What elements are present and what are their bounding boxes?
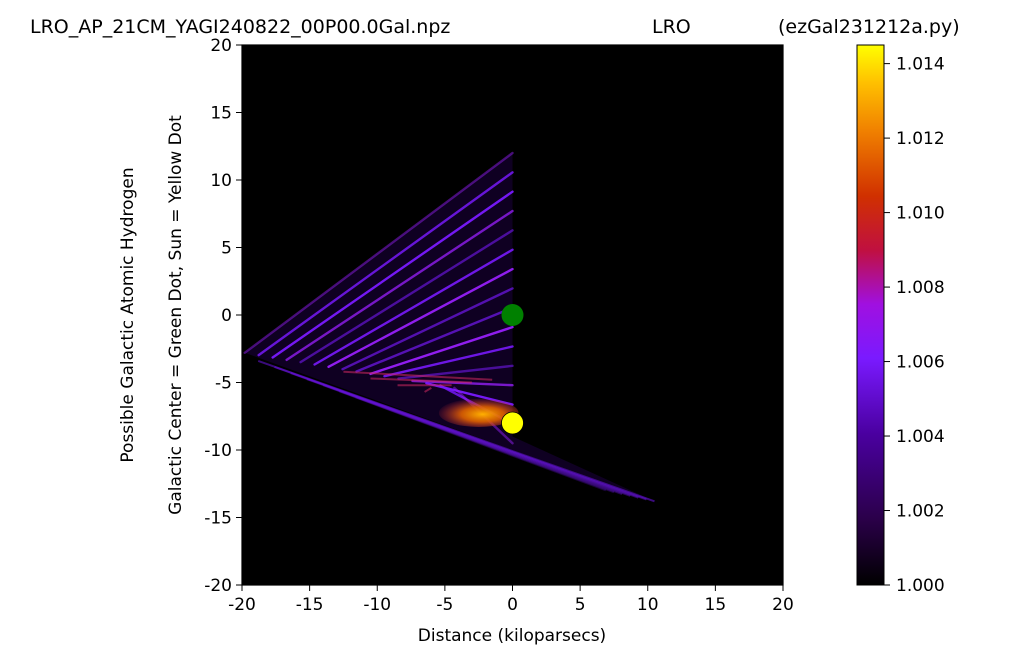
x-tick-label: 10 [637,595,659,615]
x-tick-label: 20 [772,595,794,615]
wedge-streak [369,325,514,376]
wedge-lower-streak [339,390,615,494]
x-tick-label: 5 [575,595,586,615]
colorbar-tick-label: 1.008 [896,278,945,298]
wedge-lower-streak [290,372,639,499]
y-tick-label: -10 [204,441,232,461]
y-tick-label: 20 [210,36,232,56]
y-axis-label-line1: Possible Galactic Atomic Hydrogen [118,167,138,462]
x-axis: -20 -15 -10 -5 0 5 10 15 20 [228,585,794,615]
y-tick-label: -15 [204,509,232,529]
galactic-center-dot [501,304,524,326]
title-station: LRO [652,16,691,38]
wedge-peak [438,398,519,427]
y-tick-label: 0 [221,306,232,326]
colorbar-tick-label: 1.000 [896,576,945,596]
wedge-streak [383,345,514,378]
wedge-glow [244,153,655,502]
wedge-streak [257,171,514,357]
y-axis: -20 -15 -10 -5 0 5 10 15 20 [204,36,242,596]
wedge-streak [271,190,514,359]
wedge-warm-streak [370,377,472,384]
x-tick-label: -15 [296,595,324,615]
y-tick-label: 10 [210,171,232,191]
x-tick-label: -20 [228,595,256,615]
wedge-streak [327,267,514,369]
x-tick-label: 15 [705,595,727,615]
colorbar-ticks: 1.000 1.002 1.004 1.006 1.008 1.010 1.012 1.014 [884,55,945,596]
colorbar-tick-label: 1.004 [896,427,945,447]
wedge-streak [355,306,514,373]
wedge-streak [243,151,514,354]
colorbar-tick-label: 1.002 [896,502,945,522]
y-axis-label-line2: Galactic Center = Green Dot, Sun = Yello… [166,115,186,515]
y-tick-label: -5 [215,374,232,394]
y-tick-label: -20 [204,576,232,596]
wedge-warm-streak [343,370,493,381]
sun-dot [501,411,524,435]
wedge-lower-streak [306,378,631,497]
wedge-lower-streak [274,366,647,501]
title-program: (ezGal231212a.py) [778,16,960,38]
wedge-warm-streak [424,387,432,393]
colorbar-tick-label: 1.006 [896,353,945,373]
emission-wedge [243,151,655,503]
colorbar [856,44,885,586]
markers-layer [501,304,524,435]
wedge-lower-streak [322,384,623,495]
wedge-streak [299,229,514,364]
y-tick-label: 15 [210,104,232,124]
colorbar-tick-label: 1.010 [896,204,945,224]
x-tick-label: -5 [436,595,453,615]
x-tick-label: -10 [363,595,391,615]
colorbar-tick-label: 1.014 [896,55,945,75]
wedge-streak [341,287,514,371]
wedge-streak [285,209,514,362]
x-tick-label: 0 [507,595,518,615]
title-filename: LRO_AP_21CM_YAGI240822_00P00.0Gal.npz [30,16,450,38]
x-axis-label: Distance (kiloparsecs) [418,626,606,646]
y-tick-label: 5 [221,239,232,259]
wedge-lower-streak [355,396,607,492]
colorbar-tick-label: 1.012 [896,129,945,149]
wedge-streak [313,248,514,366]
